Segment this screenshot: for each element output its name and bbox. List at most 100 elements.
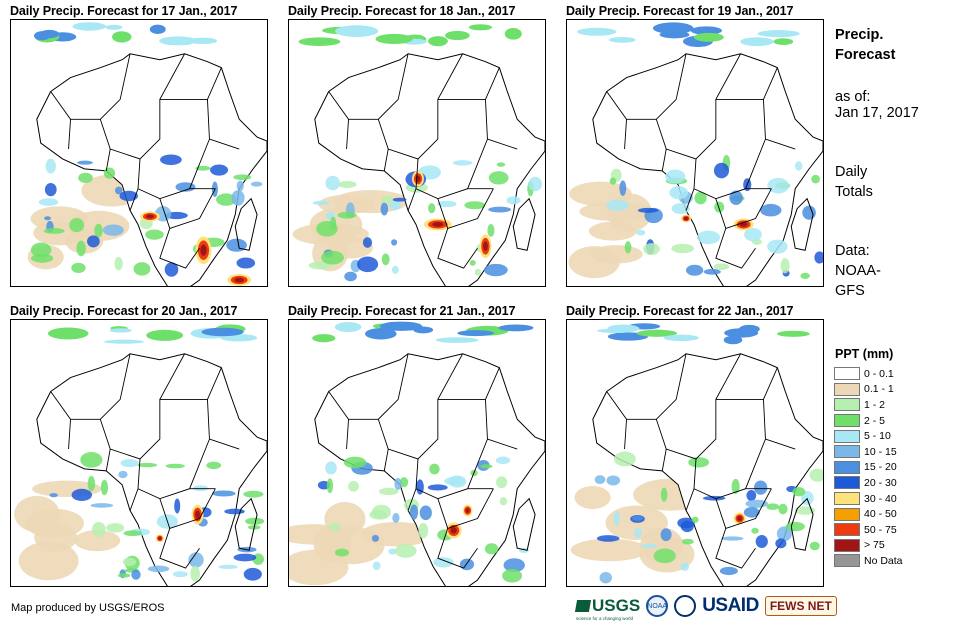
rain-patch bbox=[105, 24, 123, 30]
rain-patch bbox=[452, 160, 473, 166]
rain-patch bbox=[245, 517, 265, 525]
rain-patch bbox=[680, 562, 689, 571]
legend-row: 5 - 10 bbox=[834, 428, 954, 444]
rain-patch bbox=[106, 523, 125, 533]
panel-title: Daily Precip. Forecast for 18 Jan., 2017 bbox=[288, 4, 516, 18]
rain-patch bbox=[44, 182, 57, 197]
rain-patch bbox=[428, 36, 448, 47]
rain-patch bbox=[665, 169, 686, 184]
rain-patch bbox=[660, 487, 668, 502]
rain-patch bbox=[484, 543, 499, 555]
rain-patch bbox=[457, 330, 495, 337]
legend-title: PPT (mm) bbox=[835, 347, 894, 361]
rain-patch bbox=[433, 557, 454, 568]
rain-patch bbox=[216, 193, 237, 206]
country-border bbox=[437, 228, 478, 269]
rain-patch bbox=[643, 243, 660, 256]
rain-patch bbox=[112, 31, 132, 43]
rain-patch bbox=[391, 239, 398, 246]
country-border bbox=[415, 438, 488, 500]
rain-patch bbox=[714, 201, 725, 213]
rain-patch bbox=[325, 175, 341, 191]
country-border bbox=[105, 148, 111, 171]
rain-patch bbox=[212, 490, 236, 497]
data-label: Data: bbox=[835, 243, 870, 259]
rain-patch bbox=[483, 263, 508, 277]
rain-patch bbox=[740, 37, 774, 47]
rain-patch bbox=[47, 327, 89, 340]
rain-patch bbox=[459, 558, 475, 571]
dry-patch bbox=[34, 523, 78, 552]
rain-patch bbox=[663, 334, 699, 342]
rain-patch bbox=[206, 461, 222, 470]
precip-map bbox=[566, 319, 824, 587]
rain-patch bbox=[496, 162, 506, 167]
legend-swatch bbox=[834, 367, 860, 381]
rain-patch bbox=[337, 211, 357, 219]
legend-row: 0.1 - 1 bbox=[834, 382, 954, 398]
rain-patch bbox=[90, 503, 114, 508]
precip-map bbox=[288, 319, 546, 587]
madagascar-outline bbox=[790, 497, 814, 551]
rain-patch bbox=[488, 206, 512, 213]
rain-patch bbox=[218, 564, 238, 570]
rain-patch bbox=[193, 485, 208, 492]
rain-patch bbox=[743, 507, 760, 518]
country-border bbox=[99, 53, 186, 160]
rain-patch bbox=[809, 468, 823, 482]
country-border bbox=[685, 488, 695, 511]
heavy-rain-patch bbox=[234, 277, 244, 283]
country-border bbox=[129, 188, 139, 211]
legend-row: 40 - 50 bbox=[834, 506, 954, 522]
rain-patch bbox=[660, 528, 672, 542]
rain-patch bbox=[503, 558, 525, 573]
legend-swatch bbox=[834, 398, 860, 412]
rain-patch bbox=[419, 505, 432, 521]
rain-patch bbox=[767, 239, 788, 254]
rain-patch bbox=[619, 180, 627, 196]
rain-patch bbox=[596, 535, 620, 542]
country-border bbox=[715, 228, 756, 269]
country-border bbox=[159, 228, 200, 269]
rain-patch bbox=[375, 33, 413, 45]
rain-patch bbox=[362, 237, 373, 248]
rain-patch bbox=[703, 268, 721, 275]
panel-title: Daily Precip. Forecast for 17 Jan., 2017 bbox=[10, 4, 238, 18]
rain-patch bbox=[731, 478, 740, 494]
rain-patch bbox=[669, 185, 689, 200]
rain-patch bbox=[380, 202, 389, 216]
dry-patch bbox=[579, 201, 653, 222]
legend-label: 15 - 20 bbox=[864, 461, 897, 474]
country-border bbox=[655, 353, 742, 460]
rain-patch bbox=[91, 521, 106, 538]
rain-patch bbox=[435, 337, 479, 343]
rain-patch bbox=[729, 190, 743, 205]
rain-patch bbox=[474, 268, 482, 276]
rain-patch bbox=[636, 229, 646, 236]
rain-patch bbox=[334, 548, 350, 557]
rain-patch bbox=[652, 22, 694, 34]
rain-patch bbox=[794, 506, 816, 515]
rain-patch bbox=[371, 504, 392, 520]
rain-patch bbox=[469, 259, 476, 266]
rain-patch bbox=[480, 464, 493, 469]
country-border bbox=[715, 67, 778, 100]
rain-patch bbox=[118, 470, 128, 479]
rain-patch bbox=[188, 37, 218, 45]
rain-patch bbox=[38, 198, 59, 206]
rain-patch bbox=[109, 328, 132, 333]
rain-patch bbox=[767, 177, 790, 194]
country-border bbox=[606, 53, 687, 120]
rain-patch bbox=[760, 203, 782, 217]
country-border bbox=[437, 488, 494, 529]
rain-patch bbox=[636, 329, 678, 337]
rain-patch bbox=[428, 203, 436, 214]
rain-patch bbox=[326, 478, 334, 494]
legend-swatch bbox=[834, 429, 860, 443]
rain-patch bbox=[87, 475, 96, 492]
rain-patch bbox=[713, 263, 730, 270]
rain-patch bbox=[243, 567, 262, 581]
legend-swatch bbox=[834, 445, 860, 459]
rain-patch bbox=[392, 512, 400, 523]
noaa-seal-icon: NOAA bbox=[646, 595, 669, 617]
